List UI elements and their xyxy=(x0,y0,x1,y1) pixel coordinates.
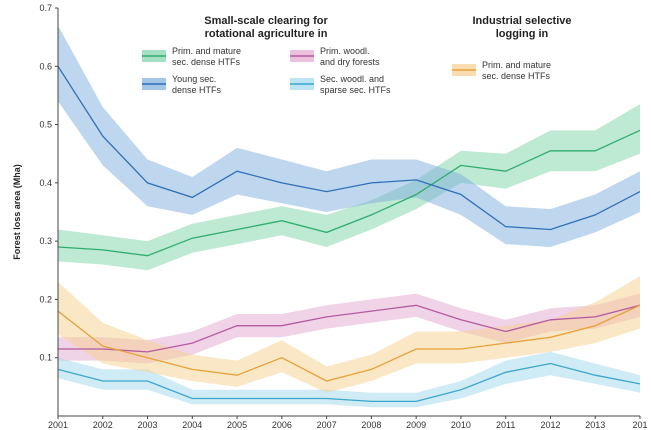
y-tick-label: 0.5 xyxy=(39,120,52,130)
x-tick-label: 2008 xyxy=(361,420,381,430)
legend-heading-small-scale: Small-scale clearing for xyxy=(204,15,328,27)
y-tick-label: 0.7 xyxy=(39,3,52,13)
confidence-band-4 xyxy=(58,276,640,393)
y-tick-label: 0.1 xyxy=(39,353,52,363)
confidence-band-0 xyxy=(58,104,640,271)
x-tick-label: 2011 xyxy=(496,420,515,430)
series-line-0 xyxy=(57,129,641,257)
confidence-band-2 xyxy=(58,293,640,364)
legend-label-2: and dry forests xyxy=(320,57,380,67)
x-tick-label: 2002 xyxy=(93,420,113,430)
confidence-band-1 xyxy=(58,25,640,247)
x-tick-label: 201 xyxy=(632,420,647,430)
confidence-band-3 xyxy=(58,351,640,408)
x-tick-label: 2003 xyxy=(138,420,158,430)
x-tick-label: 2012 xyxy=(540,420,560,430)
series-lines xyxy=(57,65,641,403)
series-line-3 xyxy=(57,362,641,403)
legend-label-3: sparse sec. HTFs xyxy=(320,85,391,95)
series-line-4 xyxy=(57,304,641,382)
legend-label-0: sec. dense HTFs xyxy=(172,57,241,67)
x-tick-label: 2009 xyxy=(406,420,426,430)
legend-label-1: dense HTFs xyxy=(172,85,222,95)
x-tick-label: 2010 xyxy=(451,420,471,430)
legend-label-0: Prim. and mature xyxy=(172,46,241,56)
y-tick-label: 0.3 xyxy=(39,236,52,246)
series-line-1 xyxy=(57,65,641,231)
x-tick-label: 2004 xyxy=(182,420,202,430)
series-line-2 xyxy=(58,304,641,353)
legend-label-3: Sec. woodl. and xyxy=(320,74,384,84)
axes: 0.1 0.2 0.3 0.4 0.5 0.6 0.7 2001 2002 2003 2004 200… xyxy=(12,3,648,430)
y-axis-label: Forest loss area (Mha) xyxy=(12,164,22,260)
x-tick-label: 2006 xyxy=(272,420,292,430)
y-tick-label: 0.2 xyxy=(39,294,52,304)
x-tick-label: 2005 xyxy=(227,420,247,430)
legend-label-2: Prim. woodl. xyxy=(320,46,370,56)
x-tick-label: 2013 xyxy=(585,420,605,430)
legend-label-4: Prim. and mature xyxy=(482,60,551,70)
legend-label-1: Young sec. xyxy=(172,74,216,84)
y-tick-label: 0.6 xyxy=(39,61,52,71)
legend-heading-small-scale: rotational agriculture in xyxy=(205,28,328,40)
x-tick-label: 2007 xyxy=(317,420,337,430)
x-tick-label: 2001 xyxy=(48,420,68,430)
legend-heading-industrial: logging in xyxy=(496,28,549,40)
y-tick-label: 0.4 xyxy=(39,178,52,188)
legend-label-4: sec. dense HTFs xyxy=(482,71,551,81)
confidence-bands xyxy=(58,25,640,408)
legend-heading-industrial: Industrial selective xyxy=(472,15,571,27)
